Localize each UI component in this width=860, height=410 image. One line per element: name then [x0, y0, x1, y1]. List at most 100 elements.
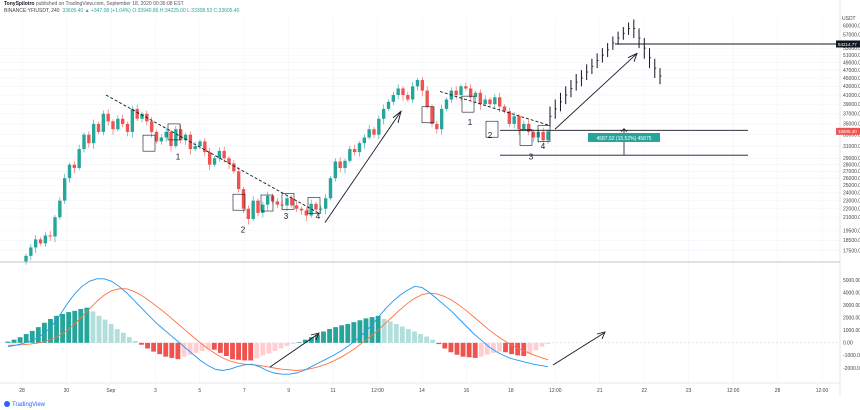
candle-body: [459, 86, 463, 96]
arrow-1: [324, 112, 401, 223]
macd-tick-label: -2000.00: [843, 366, 860, 372]
candle-body: [314, 203, 318, 210]
candle-body: [91, 123, 96, 144]
macd-histogram-bar: [102, 319, 108, 343]
candle-body: [212, 158, 217, 165]
macd-histogram-bar: [321, 331, 326, 343]
candle-body: [396, 88, 400, 96]
candle-body: [265, 195, 270, 205]
macd-tick-label: 5000.00: [843, 278, 860, 284]
macd-histogram-bar: [163, 342, 169, 357]
candle-body: [352, 149, 357, 153]
macd-histogram-bar: [60, 313, 66, 343]
macd-histogram-bar: [503, 342, 508, 353]
measure-label-box[interactable]: [588, 133, 660, 142]
candle-body: [130, 108, 135, 132]
measure-label: 4587.52 (15.52%) 45875: [596, 136, 651, 142]
candle-body: [386, 101, 391, 109]
time-tick-label: 5: [198, 388, 201, 394]
macd-histogram-bar: [399, 326, 405, 343]
price-tick-label: 53000.00: [843, 46, 860, 52]
macd-histogram-bar: [533, 342, 539, 351]
macd-histogram-bar: [254, 342, 260, 359]
candle-body: [111, 121, 115, 130]
price-tick-label: 47000.00: [843, 68, 860, 74]
macd-histogram-bar: [139, 342, 144, 345]
candle-body: [159, 137, 164, 142]
macd-histogram-bar: [466, 342, 472, 358]
candle-body: [406, 95, 410, 100]
candle-body: [415, 80, 420, 87]
time-tick-label: 9: [287, 388, 290, 394]
candle-body: [343, 160, 347, 168]
tradingview-watermark[interactable]: TradingView: [4, 401, 45, 408]
candle-body: [454, 90, 458, 96]
macd-histogram-bar: [175, 342, 181, 360]
macd-axis-labels[interactable]: 5000.00 4000.00 3000.00 2000.00 1000.00 0.00 -…: [843, 278, 860, 372]
candle-body: [207, 152, 212, 165]
candle-body: [33, 239, 38, 248]
macd-histogram-bar: [351, 322, 357, 343]
macd-histogram-bar: [515, 342, 521, 356]
candle-body: [546, 131, 550, 141]
candle-body: [536, 131, 541, 138]
price-tick-label: 21000.00: [843, 215, 860, 221]
candle-body: [125, 123, 130, 132]
macd-histogram-bar: [84, 307, 90, 343]
pattern-box: [485, 120, 499, 138]
author-name[interactable]: TonySpilotro: [4, 1, 35, 7]
candle-body: [174, 129, 178, 147]
macd-histogram-bar: [90, 311, 96, 343]
macd-histogram-bar: [333, 327, 339, 343]
macd-histogram-bar: [545, 342, 551, 345]
candles: [24, 76, 550, 265]
candle-body: [72, 164, 77, 168]
candle-body: [120, 118, 125, 124]
candle-body: [483, 99, 487, 105]
candle-body: [116, 118, 120, 130]
measure-arrowhead: [620, 128, 628, 132]
macd-histogram-bar: [430, 339, 436, 343]
price-tick-label: 57000.00: [843, 33, 860, 39]
candle-body: [294, 205, 299, 209]
macd-arrow-2: [552, 332, 605, 366]
candle-body: [517, 116, 521, 130]
candle-body: [29, 247, 33, 256]
macd-arrow-1: [269, 333, 319, 368]
price-tick-label: 49000.00: [843, 60, 860, 66]
candle-body: [106, 113, 110, 122]
macd-histogram-bar: [436, 342, 442, 345]
symbol-line: BINANCE:YFIUSDT, 240 33605.40 ▲ +347.08 …: [4, 8, 239, 15]
time-tick-label: 28: [19, 388, 25, 394]
time-axis-labels[interactable]: 28 30 Sep 3 5 7 9 11 12:00 14 16 18 12:00 21 22 23 12:00…: [19, 388, 828, 394]
macd-histogram-bar: [266, 342, 272, 354]
macd-histogram-bar: [509, 342, 515, 355]
macd-histogram-bar: [345, 324, 351, 343]
macd-tick-label: 1000.00: [843, 328, 860, 334]
arrow-1-head: [392, 110, 402, 123]
candle-body: [48, 235, 52, 237]
price-axis-labels[interactable]: 17500.00 18500.00 19500.00 21000.00 22000.00…: [843, 23, 860, 254]
candle-body: [473, 92, 478, 98]
macd-histogram-bar: [181, 342, 187, 357]
macd-histogram-bar: [448, 342, 454, 353]
candle-body: [541, 131, 545, 141]
macd-histogram-bar: [412, 331, 417, 343]
symbol-label[interactable]: BINANCE:YFIUSDT, 240: [4, 8, 60, 14]
macd-histogram-bar: [527, 342, 533, 355]
projection-candles: [549, 19, 662, 127]
macd-histogram-bar: [424, 336, 430, 343]
macd-histogram-bar: [96, 315, 102, 343]
price-tick-label: 35000.00: [843, 122, 860, 128]
price-tick-label: 51000.00: [843, 53, 860, 59]
candle-body: [430, 106, 434, 124]
candle-body: [464, 86, 468, 89]
macd-histogram-bar: [199, 342, 205, 351]
candle-body: [309, 203, 313, 216]
macd-arrow-2-head: [596, 331, 606, 340]
time-tick-label: 30: [64, 388, 70, 394]
candle-body: [261, 204, 265, 213]
candle-body: [101, 113, 106, 132]
